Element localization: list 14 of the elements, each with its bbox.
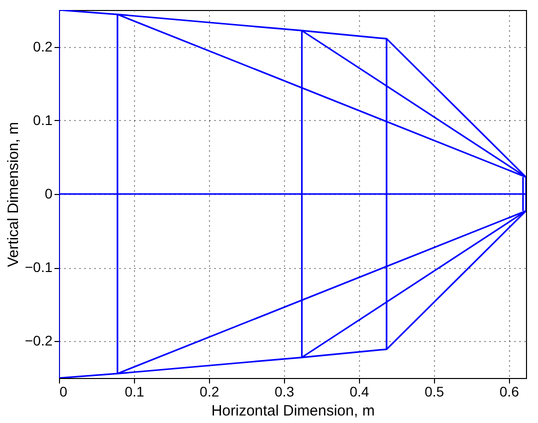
x-tick-label: 0 bbox=[60, 384, 68, 400]
x-tick-label: 0.6 bbox=[500, 384, 520, 400]
y-axis-title: Vertical Dimension, m bbox=[4, 122, 22, 268]
y-tick-label: 0 bbox=[44, 186, 53, 202]
y-tick-label: 0.1 bbox=[33, 112, 53, 128]
x-tick-label: 0.3 bbox=[274, 384, 294, 400]
y-tick-label: −0.1 bbox=[24, 259, 53, 276]
x-tick-label: 0.5 bbox=[424, 384, 444, 400]
x-tick-label: 0.4 bbox=[350, 384, 370, 400]
x-tick-label: 0.2 bbox=[200, 384, 220, 400]
y-tick-label: 0.2 bbox=[33, 38, 53, 54]
y-tick-label: −0.2 bbox=[24, 332, 53, 349]
x-tick-label: 0.1 bbox=[124, 384, 144, 400]
x-axis-title: Horizontal Dimension, m bbox=[211, 402, 375, 420]
